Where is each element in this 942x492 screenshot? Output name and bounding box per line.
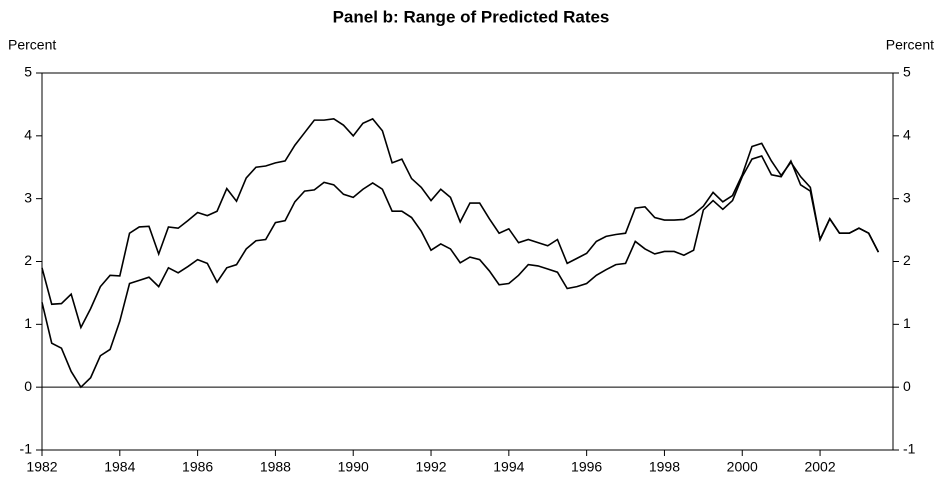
y2-tick-label: 0 (903, 378, 911, 394)
y-tick-label: 2 (24, 252, 32, 268)
y-tick-label: 3 (24, 189, 32, 205)
plot-frame (41, 72, 894, 451)
y-tick-label: -1 (20, 441, 33, 457)
x-tick-label: 1990 (338, 459, 369, 475)
y2-tick-label: 3 (903, 189, 911, 205)
chart-title: Panel b: Range of Predicted Rates (333, 7, 610, 26)
x-tick-label: 1996 (571, 459, 602, 475)
y2-axis-label: Percent (886, 37, 934, 53)
series-line (41, 154, 880, 389)
y-tick-label: 0 (24, 378, 32, 394)
y2-tick-label: 5 (903, 64, 911, 80)
y2-tick-label: -1 (903, 441, 916, 457)
y-tick-label: 5 (24, 64, 32, 80)
series-line (41, 117, 880, 330)
x-tick-label: 1986 (182, 459, 213, 475)
x-tick-label: 1982 (26, 459, 57, 475)
y2-tick-label: 2 (903, 252, 911, 268)
x-tick-label: 1988 (260, 459, 291, 475)
y2-tick-label: 4 (903, 127, 911, 143)
x-tick-label: 1998 (649, 459, 680, 475)
x-tick-label: 1984 (104, 459, 135, 475)
y-tick-label: 1 (24, 315, 32, 331)
x-tick-label: 2000 (727, 459, 758, 475)
x-tick-label: 1994 (493, 459, 524, 475)
x-tick-label: 1992 (415, 459, 446, 475)
x-tick-label: 2002 (804, 459, 835, 475)
y-tick-label: 4 (24, 127, 32, 143)
y-axis-label: Percent (8, 37, 56, 53)
y2-tick-label: 1 (903, 315, 911, 331)
